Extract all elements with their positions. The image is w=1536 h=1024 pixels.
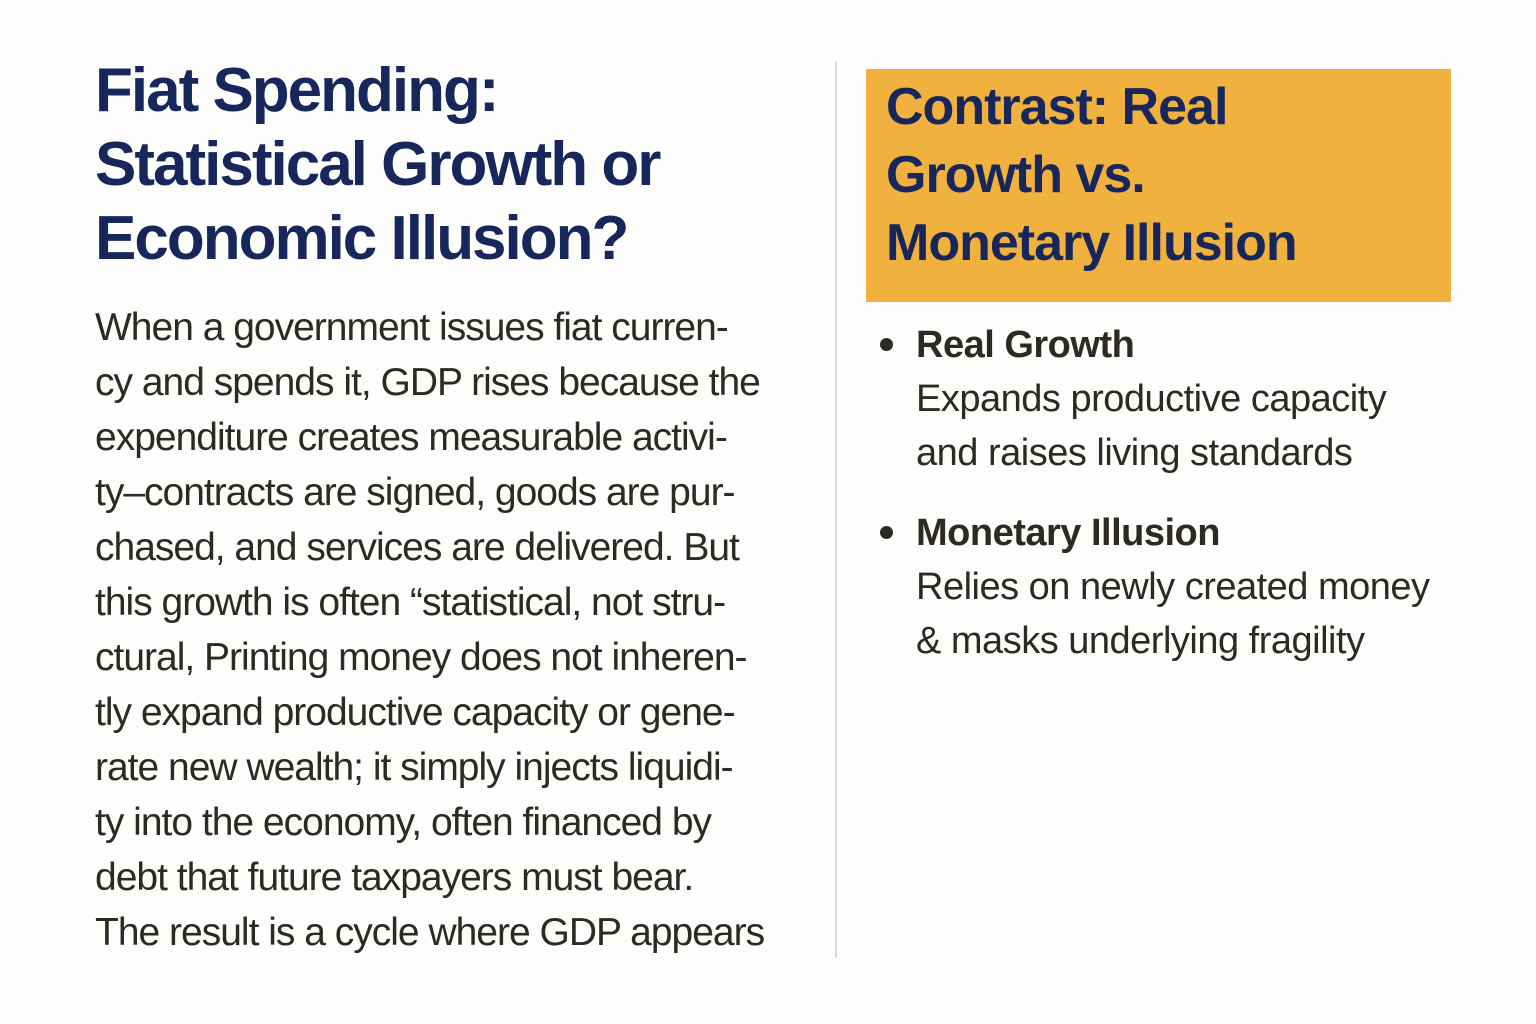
bullet-label: Monetary Illusion	[916, 512, 1220, 554]
bullet-list: Real Growth Expands productive capacity …	[866, 318, 1516, 668]
body-paragraph: When a government issues fiat curren- cy…	[95, 306, 765, 954]
bullet-item-real-growth: Real Growth Expands productive capacity …	[866, 318, 1516, 480]
bullet-dot-icon	[880, 526, 893, 539]
bullet-text: Real Growth Expands productive capacity …	[916, 318, 1387, 480]
page-title: Fiat Spending: Statistical Growth or Eco…	[95, 56, 661, 273]
highlight-heading: Contrast: Real Growth vs. Monetary Illus…	[866, 69, 1451, 302]
bullet-text: Monetary Illusion Relies on newly create…	[916, 506, 1430, 668]
bullet-label: Real Growth	[916, 324, 1135, 366]
bullet-description: Relies on newly created money & masks un…	[916, 566, 1430, 662]
column-divider	[835, 62, 837, 958]
bullet-dot-icon	[880, 338, 893, 351]
bullet-description: Expands productive capacity and raises l…	[916, 378, 1387, 474]
bullet-item-monetary-illusion: Monetary Illusion Relies on newly create…	[866, 506, 1516, 668]
